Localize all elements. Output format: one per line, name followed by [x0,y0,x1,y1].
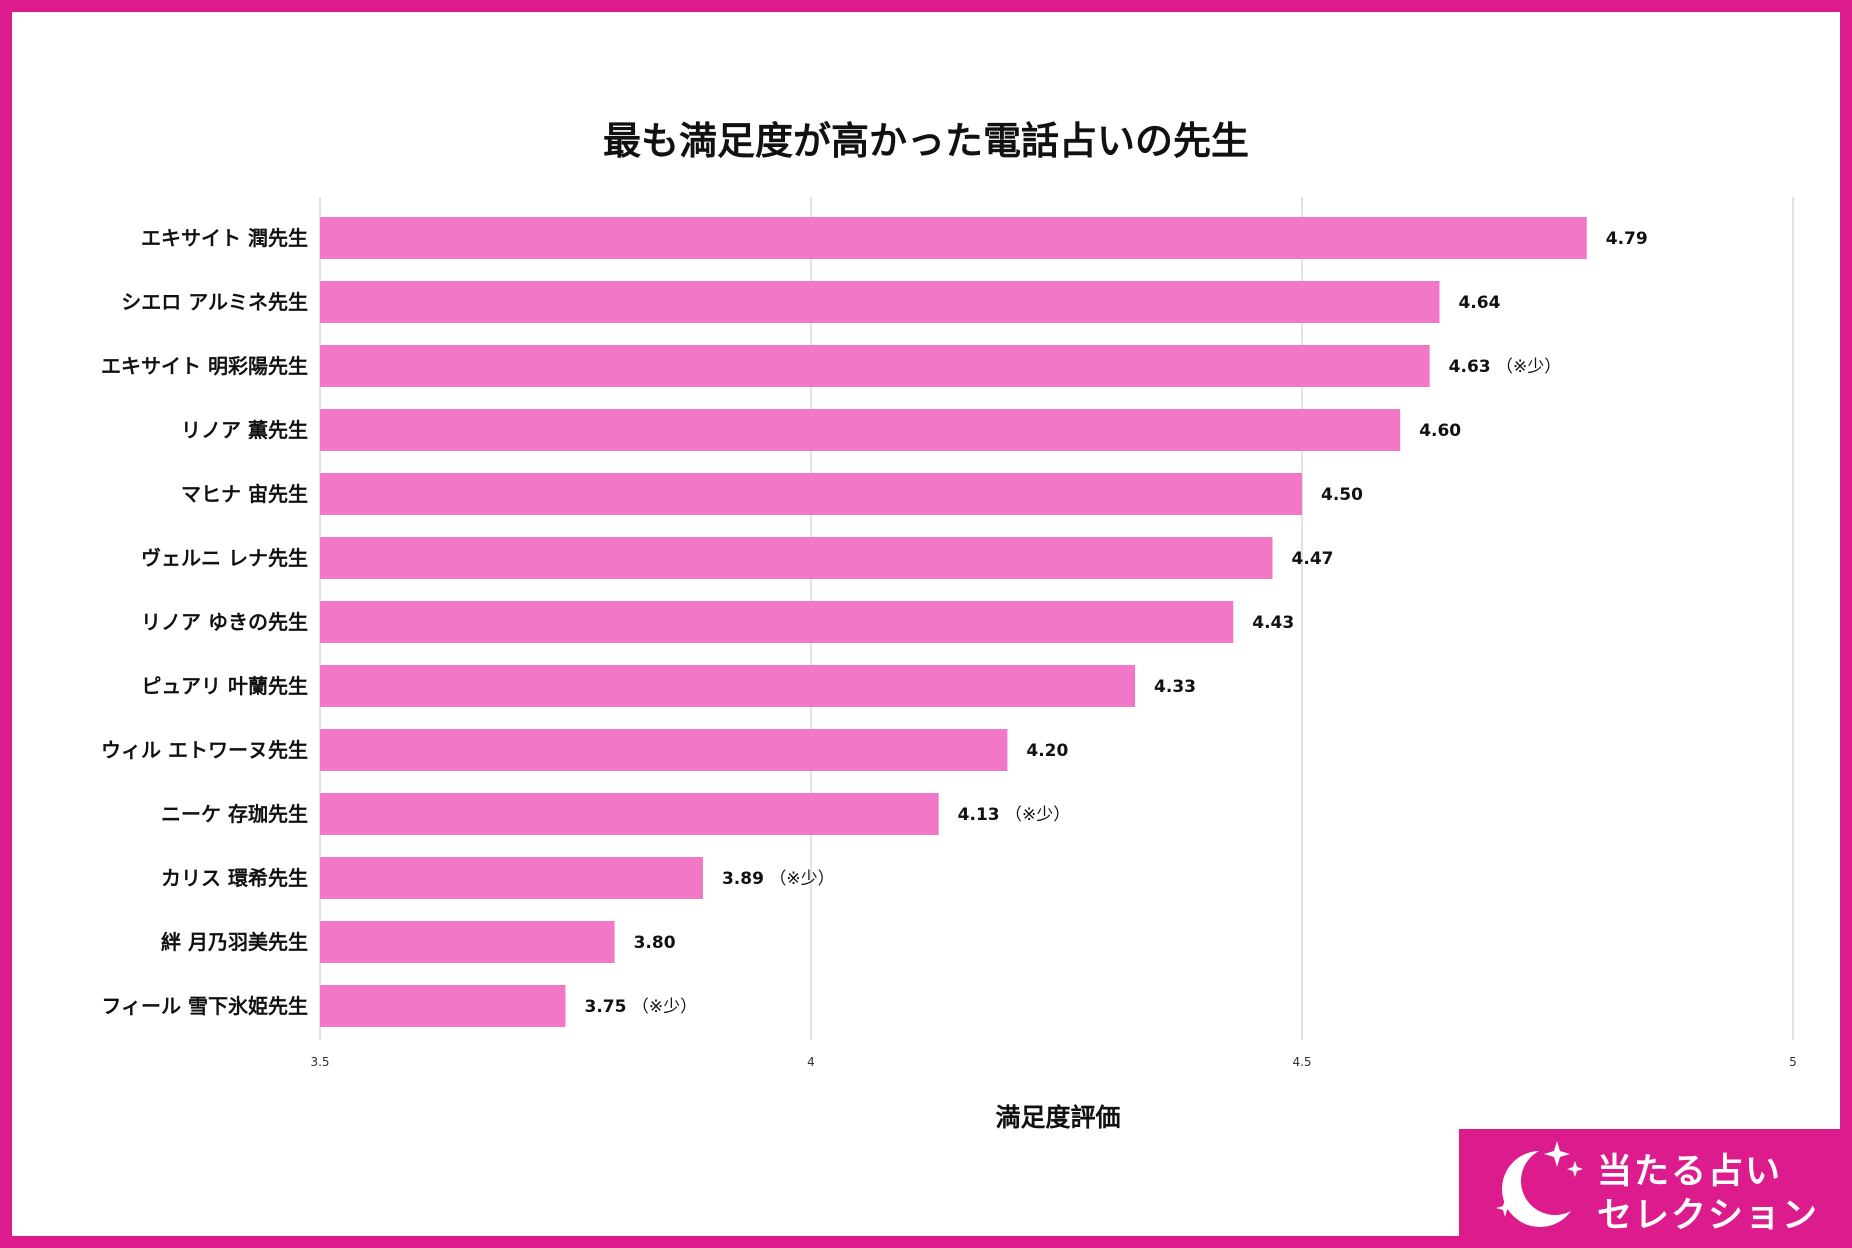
value-number: 4.47 [1292,549,1334,569]
chart-title: 最も満足度が高かった電話占いの先生 [602,119,1249,163]
bar [320,985,566,1027]
bar [320,217,1587,259]
value-label: 4.20 [1026,741,1068,761]
x-tick-label: 3.5 [310,1055,329,1069]
x-tick-label: 5 [1789,1055,1797,1069]
value-label: 4.47 [1292,549,1334,569]
category-label: リノア 薫先生 [181,418,308,442]
category-label: フィール 雪下氷姫先生 [101,994,308,1018]
value-label: 4.79 [1606,229,1648,249]
value-label: 4.50 [1321,485,1363,505]
brand-logo: 当たる占い セレクション [1459,1129,1840,1236]
value-number: 3.89 [722,869,764,889]
value-label: 4.33 [1154,677,1196,697]
category-label: エキサイト 明彩陽先生 [101,354,308,378]
value-label: 3.80 [634,933,676,953]
bar [320,857,703,899]
value-number: 3.80 [634,933,676,953]
value-number: 4.64 [1458,293,1500,313]
x-tick-label: 4.5 [1292,1055,1311,1069]
bar [320,409,1401,451]
category-label: エキサイト 潤先生 [141,226,308,250]
value-number: 4.20 [1026,741,1068,761]
value-label: 4.60 [1419,421,1461,441]
category-label: ニーケ 存珈先生 [161,802,308,826]
value-label: 4.64 [1458,293,1500,313]
bar [320,537,1273,579]
x-axis-title: 満足度評価 [995,1103,1121,1132]
category-label: ヴェルニ レナ先生 [141,546,308,570]
bar [320,729,1008,771]
value-number: 3.75 [585,997,627,1017]
bar [320,345,1430,387]
bar [320,473,1302,515]
bar [320,793,939,835]
value-note: （※少） [764,869,835,889]
value-number: 4.63 [1449,357,1491,377]
category-label: カリス 環希先生 [161,866,308,890]
bar [320,601,1234,643]
category-label: ウィル エトワーヌ先生 [101,738,308,762]
category-label: シエロ アルミネ先生 [121,290,308,314]
value-number: 4.33 [1154,677,1196,697]
value-note: （※少） [1000,805,1071,825]
value-label: 4.43 [1252,613,1294,633]
category-label: リノア ゆきの先生 [141,610,308,634]
value-label: 4.13 （※少） [958,805,1071,825]
logo-text-line2: セレクション [1597,1196,1820,1236]
value-number: 4.50 [1321,485,1363,505]
value-note: （※少） [626,997,697,1017]
bar [320,665,1136,707]
category-label: マヒナ 宙先生 [181,482,308,506]
logo-text-line1: 当たる占い [1597,1152,1783,1192]
value-number: 4.60 [1419,421,1461,441]
bar [320,921,615,963]
bar [320,281,1440,323]
value-label: 4.63 （※少） [1449,357,1562,377]
value-number: 4.13 [958,805,1000,825]
category-label: 絆 月乃羽美先生 [161,930,308,954]
value-label: 3.75 （※少） [585,997,698,1017]
crescent-moon-stars-icon [1496,1141,1583,1227]
category-label: ピュアリ 叶蘭先生 [141,674,308,698]
value-number: 4.43 [1252,613,1294,633]
value-label: 3.89 （※少） [722,869,835,889]
x-tick-label: 4 [807,1055,815,1069]
value-note: （※少） [1491,357,1562,377]
value-number: 4.79 [1606,229,1648,249]
